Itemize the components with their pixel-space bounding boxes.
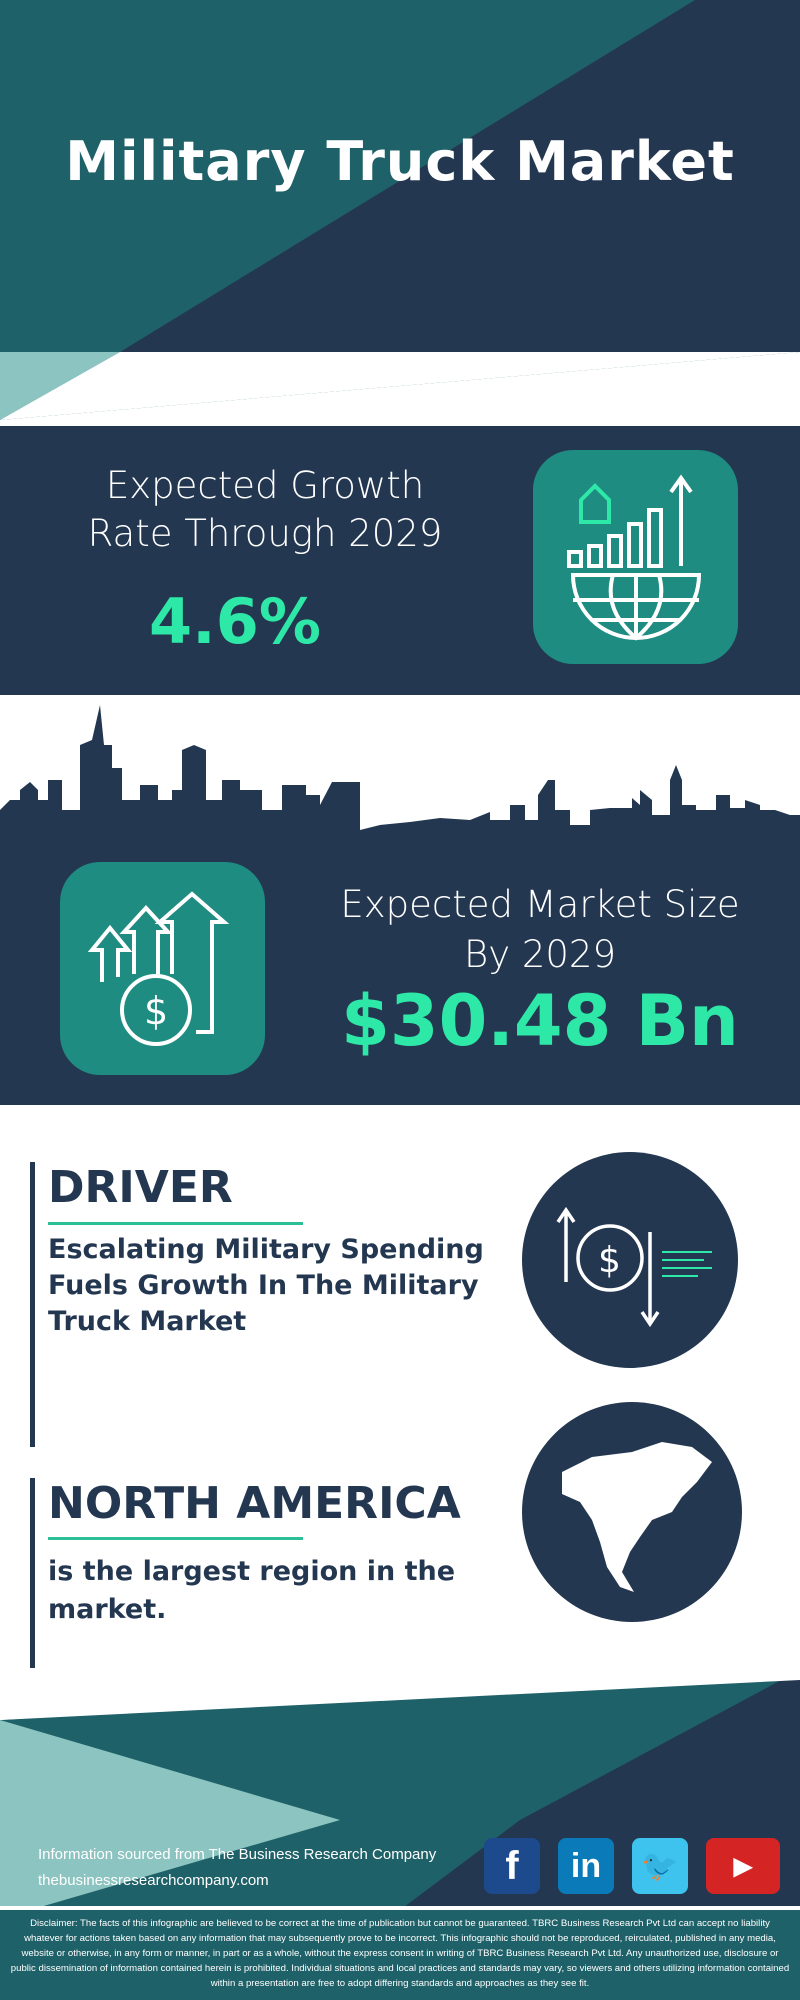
market-size-value: $30.48 Bn: [341, 980, 739, 1062]
footer-source: Information sourced from The Business Re…: [38, 1842, 436, 1894]
market-size-label-line1: Expected Market Size: [340, 883, 740, 926]
footer-background: [0, 1670, 800, 2000]
region-accent-bar: [30, 1478, 35, 1668]
north-america-map-icon: [562, 1442, 712, 1592]
driver-heading: DRIVER: [48, 1162, 233, 1213]
growth-label: Expected Growth Rate Through 2029: [40, 462, 490, 558]
linkedin-icon[interactable]: in: [558, 1838, 614, 1894]
market-size-label: Expected Market Size By 2029: [300, 880, 780, 980]
driver-underline: [48, 1222, 303, 1225]
facebook-icon[interactable]: f: [484, 1838, 540, 1894]
growth-icon-box: [533, 450, 738, 664]
region-text-line: market.: [48, 1594, 167, 1625]
growth-value: 4.6%: [149, 585, 321, 658]
driver-text-line: Escalating Military Spending: [48, 1234, 484, 1265]
driver-text: Escalating Military Spending Fuels Growt…: [48, 1232, 488, 1340]
source-text: Information sourced from The Business Re…: [38, 1846, 437, 1863]
youtube-icon[interactable]: ▶: [706, 1838, 780, 1894]
header-background: [0, 0, 800, 430]
city-skyline: [0, 705, 800, 850]
social-links: f in 🐦 ▶: [484, 1838, 780, 1894]
region-icon-circle: [522, 1402, 742, 1622]
disclaimer: Disclaimer: The facts of this infographi…: [10, 1918, 790, 1989]
dollar-exchange-icon: $: [556, 1206, 712, 1328]
driver-text-line: Fuels Growth In The Military: [48, 1270, 479, 1301]
growth-chart-globe-icon: [567, 474, 702, 641]
driver-accent-bar: [30, 1162, 35, 1447]
region-underline: [48, 1537, 303, 1540]
growth-label-line2: Rate Through 2029: [87, 512, 443, 555]
market-size-label-line2: By 2029: [463, 933, 617, 976]
region-text: is the largest region in the market.: [48, 1553, 488, 1629]
region-text-line: is the largest region in the: [48, 1556, 456, 1587]
region-heading: NORTH AMERICA: [48, 1478, 461, 1529]
market-size-icon-box: $: [60, 862, 265, 1075]
svg-text:$: $: [598, 1240, 621, 1281]
driver-text-line: Truck Market: [48, 1306, 247, 1337]
page-title: Military Truck Market: [65, 130, 735, 193]
driver-icon-circle: $: [522, 1152, 738, 1368]
svg-text:$: $: [144, 989, 168, 1033]
website-link[interactable]: thebusinessresearchcompany.com: [38, 1872, 269, 1889]
twitter-icon[interactable]: 🐦: [632, 1838, 688, 1894]
growth-label-line1: Expected Growth: [105, 464, 425, 507]
dollar-arrows-up-icon: $: [87, 891, 230, 1046]
